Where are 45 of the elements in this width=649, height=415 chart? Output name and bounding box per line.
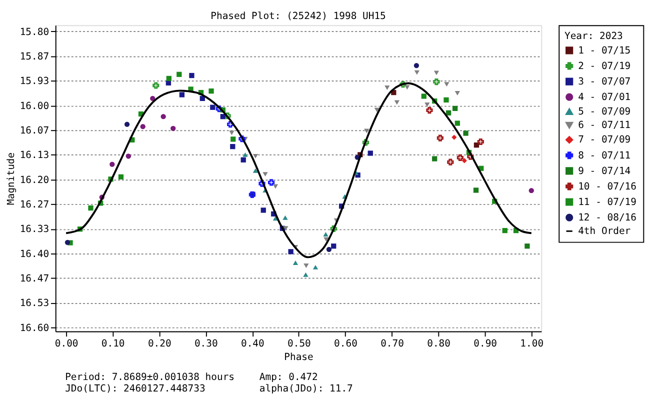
text: JDo(LTC): 2460127.448733 (65, 383, 206, 394)
x-tick-label: 0.70 (380, 338, 404, 350)
y-tick-label: 16.07 (20, 126, 50, 137)
y-tick-label: 16.27 (20, 200, 50, 211)
legend-label: 3 - 07/07 (578, 76, 631, 88)
y-tick-label: 16.60 (20, 322, 50, 334)
legend-label: 5 - 07/09 (578, 106, 631, 118)
y-tick-label: 16.00 (20, 100, 50, 112)
x-tick-label: 0.30 (194, 338, 218, 350)
x-tick-label: 0.40 (241, 338, 265, 350)
y-tick-label: 16.53 (20, 298, 50, 310)
y-tick-label: 15.87 (20, 52, 50, 63)
y-tick-label: 16.40 (20, 248, 50, 260)
legend-label: 8 - 07/11 (578, 150, 631, 162)
legend-label: 7 - 07/09 (578, 134, 631, 146)
x-tick-label: 0.00 (54, 338, 78, 350)
x-tick-label: 0.80 (427, 338, 451, 350)
text: alpha(JDo): 11.7 (259, 383, 354, 394)
x-tick-label: 0.90 (474, 338, 498, 350)
legend-label: 9 - 07/14 (578, 166, 631, 177)
legend-label: 4th Order (578, 226, 631, 238)
legend-label: 1 - 07/15 (578, 45, 631, 56)
x-tick-label: 0.50 (288, 338, 312, 350)
x-tick-label: 0.10 (101, 338, 125, 350)
legend-label: 11 - 07/19 (578, 196, 637, 208)
legend-title: Year: 2023 (564, 30, 624, 42)
y-tick-label: 16.13 (20, 150, 50, 162)
legend-label: 12 - 08/16 (578, 212, 637, 224)
y-tick-label: 16.33 (20, 224, 50, 236)
y-tick-label: 15.80 (20, 26, 50, 38)
legend-label: 6 - 07/11 (578, 120, 631, 132)
legend-label: 10 - 07/16 (578, 181, 637, 192)
legend-label: 4 - 07/01 (578, 92, 631, 103)
text: Amp: 0.472 (259, 372, 318, 383)
y-tick-label: 16.20 (20, 174, 50, 186)
x-tick-label: 1.00 (520, 338, 544, 350)
chart-title: Phased Plot: (25242) 1998 UH15 (210, 10, 386, 22)
x-axis-title: Phase (284, 352, 314, 363)
y-tick-label: 16.47 (20, 274, 50, 285)
y-tick-label: 15.93 (20, 76, 50, 88)
legend-label: 2 - 07/19 (578, 60, 631, 72)
y-axis-title: Magnitude (6, 152, 17, 205)
x-tick-label: 0.60 (334, 338, 358, 350)
text: Period: 7.8689±0.001038 hours (65, 372, 235, 383)
x-tick-label: 0.20 (148, 338, 172, 350)
